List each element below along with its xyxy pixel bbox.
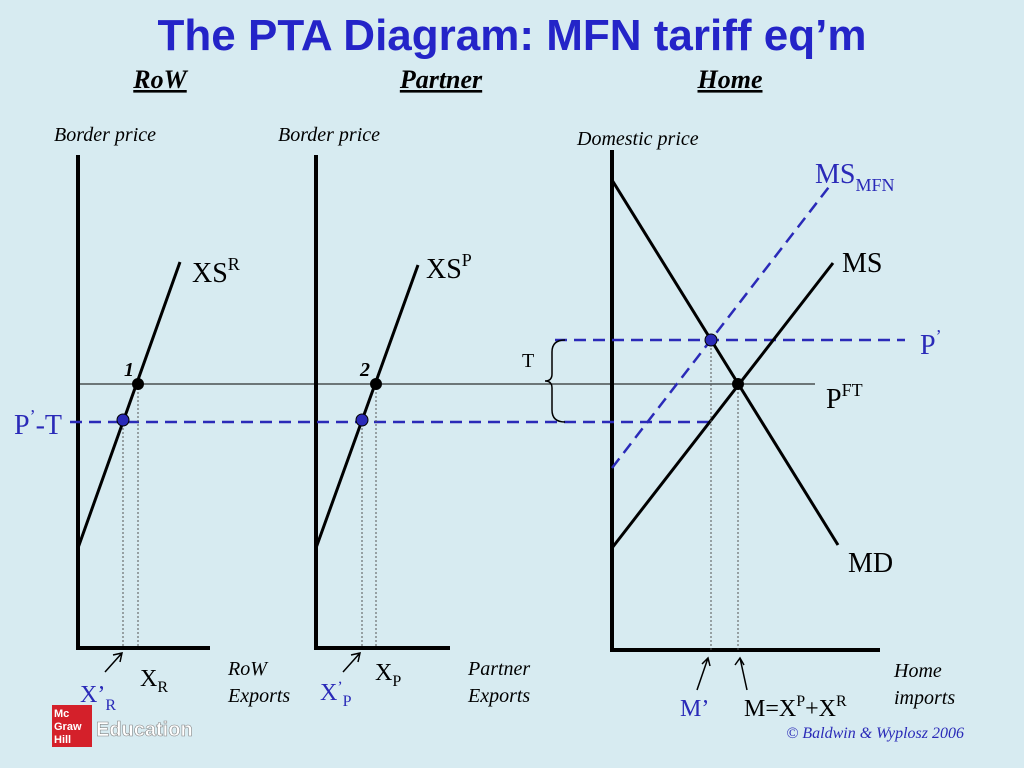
logo-text: Hill xyxy=(54,734,71,746)
axis-label: RoW xyxy=(227,658,269,680)
demand-curve xyxy=(610,179,840,546)
label-part: ’ xyxy=(936,326,942,346)
curve-label: MSMFN xyxy=(815,159,894,195)
label-part: M=X xyxy=(744,696,796,722)
point xyxy=(355,413,369,427)
logo xyxy=(52,705,92,747)
logo-text: Education xyxy=(96,719,193,741)
label-part: MS xyxy=(815,159,855,190)
label-part: XS xyxy=(192,258,228,289)
label-part: XS xyxy=(426,254,462,285)
point-label: 2 xyxy=(359,359,370,381)
logo-text: Graw xyxy=(54,721,82,733)
supply-curve xyxy=(610,262,835,549)
label-part: X xyxy=(140,666,157,692)
label-part: P xyxy=(920,330,936,361)
logo-text: Mc xyxy=(54,708,69,720)
supply-curve xyxy=(611,182,833,469)
quantity-label: X’P xyxy=(320,679,352,710)
point xyxy=(704,333,718,347)
point xyxy=(370,378,382,390)
point xyxy=(116,413,130,427)
label-part: FT xyxy=(842,380,863,400)
point-label: 1 xyxy=(124,359,134,381)
label-part: MFN xyxy=(855,175,894,195)
label-part: X xyxy=(320,680,337,706)
label-part: ’ xyxy=(337,679,342,696)
price-label: P’ xyxy=(920,326,942,361)
axis xyxy=(314,155,450,650)
quantity-label: XR xyxy=(140,666,168,696)
arrow xyxy=(696,656,711,691)
label-part: -T xyxy=(36,410,62,441)
label-part: ’ xyxy=(30,406,36,426)
point xyxy=(732,378,744,390)
curve-label: XSP xyxy=(426,250,472,285)
label-part: R xyxy=(836,693,847,710)
panel-heading: RoW xyxy=(132,65,188,94)
price-label: P’-T xyxy=(14,406,62,441)
price-label: PFT xyxy=(826,380,863,415)
quantity-label: M=XP+XR xyxy=(744,693,847,722)
label-part: P xyxy=(796,693,805,710)
label-part: R xyxy=(228,254,240,274)
quantity-label: XP xyxy=(375,660,401,690)
label-part: P xyxy=(462,250,472,270)
label-part: +X xyxy=(805,696,836,722)
supply-curve xyxy=(76,261,182,549)
tariff-label: T xyxy=(522,350,534,372)
label-part: P xyxy=(14,410,30,441)
panel-heading: Partner xyxy=(399,65,483,94)
label-part: X’ xyxy=(80,682,105,708)
axis-label: Domestic price xyxy=(576,128,699,150)
credit: © Baldwin & Wyplosz 2006 xyxy=(786,725,964,742)
axis-label: Border price xyxy=(54,124,156,146)
axis-label: Home xyxy=(893,660,942,682)
axis xyxy=(610,150,880,652)
axis-label: imports xyxy=(894,687,955,709)
axis-label: Partner xyxy=(467,658,530,680)
curve-label: MD xyxy=(848,548,893,579)
axis-label: Border price xyxy=(278,124,380,146)
axis-label: Exports xyxy=(467,685,530,707)
supply-curve xyxy=(314,264,420,549)
point xyxy=(132,378,144,390)
curve-label: MS xyxy=(842,248,882,279)
arrow xyxy=(734,656,748,691)
label-part: R xyxy=(105,697,116,714)
label-part: R xyxy=(157,679,168,696)
curve-label: XSR xyxy=(192,254,240,289)
arrow xyxy=(104,652,123,673)
quantity-label: M’ xyxy=(680,696,709,722)
axis-label: Exports xyxy=(227,685,290,707)
axis xyxy=(76,155,210,650)
label-part: X xyxy=(375,660,392,686)
quantity-label: X’R xyxy=(80,682,116,714)
title: The PTA Diagram: MFN tariff eq’m xyxy=(158,11,867,60)
label-part: P xyxy=(826,384,842,415)
arrow xyxy=(342,652,361,673)
label-part: P xyxy=(343,693,352,710)
brace xyxy=(544,339,566,423)
panel-heading: Home xyxy=(697,65,763,94)
label-part: P xyxy=(392,673,401,690)
